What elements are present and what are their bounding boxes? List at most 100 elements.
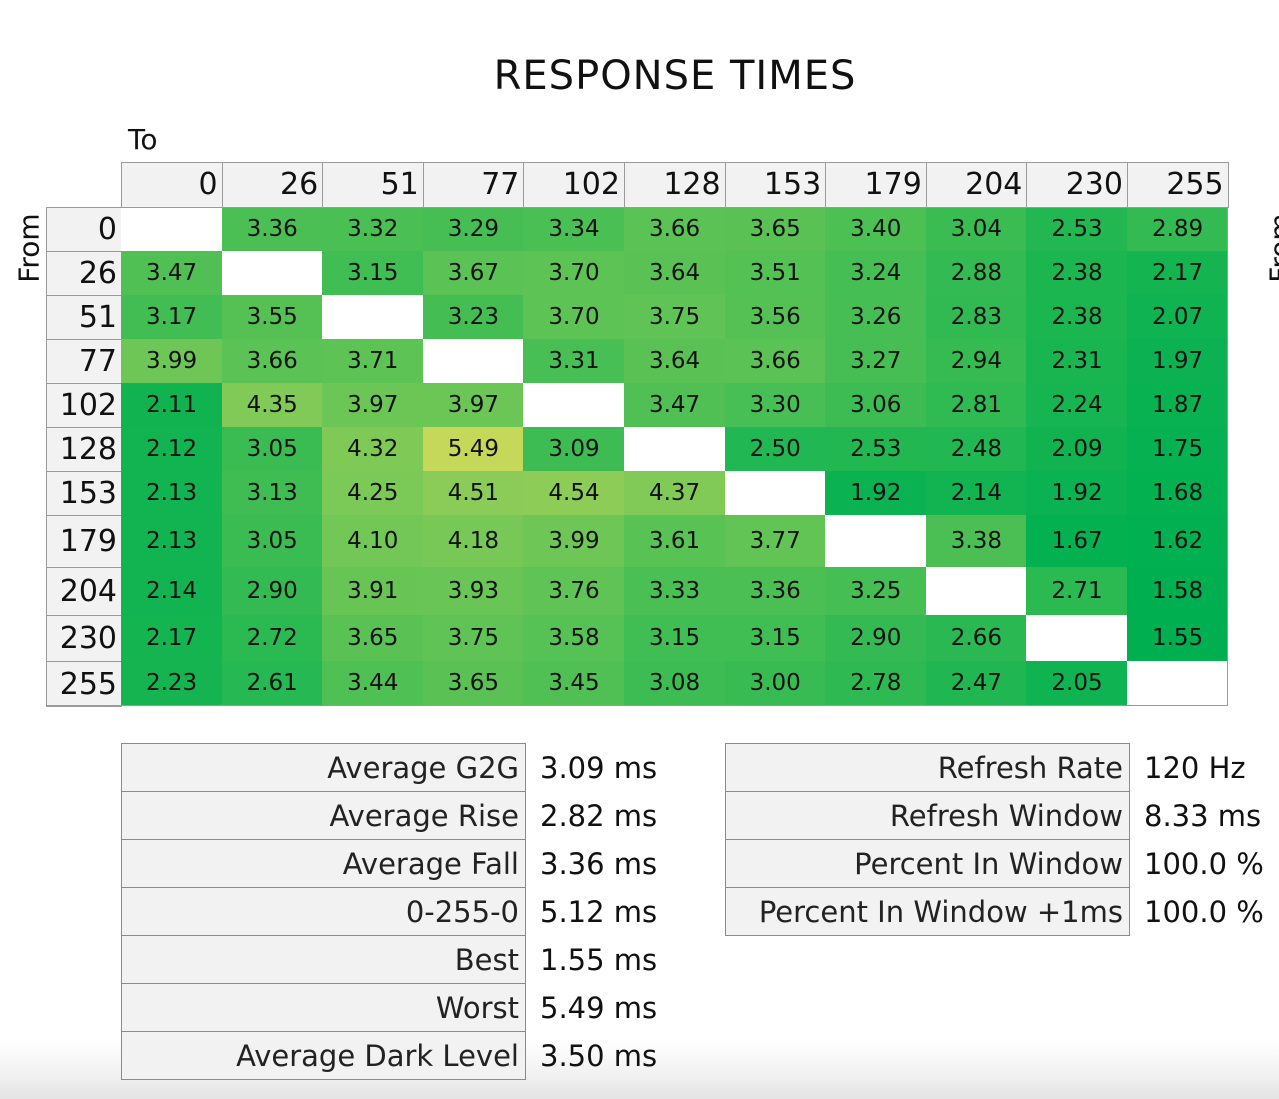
heatmap-cell: 3.05 <box>221 515 323 567</box>
row-header: 204 <box>46 567 122 616</box>
column-header: 230 <box>1026 162 1128 208</box>
chart-title: RESPONSE TIMES <box>493 53 857 99</box>
heatmap-cell: 3.64 <box>624 339 726 383</box>
heatmap-cell: 3.17 <box>121 295 223 339</box>
heatmap-cell: 3.91 <box>322 567 424 615</box>
heatmap-cell: 2.81 <box>925 383 1027 427</box>
row-header: 255 <box>46 661 122 707</box>
heatmap-cell: 2.61 <box>221 661 323 706</box>
column-header: 26 <box>221 162 324 208</box>
heatmap-cell: 1.58 <box>1127 567 1229 615</box>
heatmap-cell: 2.71 <box>1026 567 1128 615</box>
heatmap-cell: 3.75 <box>422 615 524 661</box>
heatmap-cell-empty <box>724 471 826 515</box>
heatmap-cell: 1.97 <box>1127 339 1229 383</box>
heatmap-cell: 3.65 <box>322 615 424 661</box>
heatmap-cell: 3.31 <box>523 339 625 383</box>
heatmap-cell-empty <box>624 427 726 471</box>
stat-row: Refresh Rate 120 Hz <box>725 743 1265 792</box>
heatmap-cell: 3.06 <box>825 383 927 427</box>
heatmap-cell: 2.17 <box>121 615 223 661</box>
stat-label: Average Rise <box>121 791 526 840</box>
column-header: 179 <box>825 162 927 208</box>
heatmap-cell: 3.15 <box>322 251 424 295</box>
heatmap-cell: 4.18 <box>422 515 524 567</box>
heatmap-cell: 2.53 <box>1026 207 1128 251</box>
heatmap-cell: 2.78 <box>825 661 927 706</box>
stat-value: 5.49 ms <box>540 990 658 1025</box>
stat-row: Worst 5.49 ms <box>121 983 658 1032</box>
heatmap-cell: 2.90 <box>825 615 927 661</box>
column-header: 102 <box>523 162 625 208</box>
heatmap-cell: 3.26 <box>825 295 927 339</box>
heatmap-cell: 2.83 <box>925 295 1027 339</box>
heatmap-cell: 2.38 <box>1026 251 1128 295</box>
stat-label: Percent In Window <box>725 839 1130 888</box>
heatmap-cell-empty <box>121 207 223 251</box>
heatmap-cell: 1.87 <box>1127 383 1229 427</box>
stat-value: 100.0 % <box>1144 894 1264 929</box>
stat-label: Average Dark Level <box>121 1031 526 1080</box>
heatmap-cell: 2.13 <box>121 471 223 515</box>
heatmap-cell: 3.64 <box>624 251 726 295</box>
heatmap-cell: 1.55 <box>1127 615 1229 661</box>
heatmap-cell: 2.47 <box>925 661 1027 706</box>
heatmap-cell: 2.89 <box>1127 207 1229 251</box>
heatmap-cell: 2.48 <box>925 427 1027 471</box>
heatmap-cell: 3.29 <box>422 207 524 251</box>
heatmap-cell: 2.66 <box>925 615 1027 661</box>
stat-value: 120 Hz <box>1144 750 1246 785</box>
heatmap-cell: 3.25 <box>825 567 927 615</box>
stat-row: 0-255-0 5.12 ms <box>121 887 658 936</box>
row-header: 102 <box>46 383 122 428</box>
row-header: 26 <box>46 251 122 296</box>
heatmap-cell: 3.47 <box>121 251 223 295</box>
heatmap-cell: 2.11 <box>121 383 223 427</box>
heatmap-cell-empty <box>221 251 323 295</box>
stat-value: 100.0 % <box>1144 846 1264 881</box>
column-header: 153 <box>724 162 827 208</box>
heatmap-cell: 3.66 <box>624 207 726 251</box>
heatmap-cell-empty <box>1026 615 1128 661</box>
heatmap-cell: 3.32 <box>322 207 424 251</box>
heatmap-cell: 3.56 <box>724 295 826 339</box>
heatmap-cell: 3.45 <box>523 661 625 706</box>
heatmap-cell: 3.33 <box>624 567 726 615</box>
heatmap-cell: 3.99 <box>523 515 625 567</box>
heatmap-cell: 3.99 <box>121 339 223 383</box>
row-header: 0 <box>46 207 122 252</box>
heatmap: 0 26 51 77 102 128 153 179 204 230 255 0 26 51 77 102 12… <box>46 162 1229 707</box>
heatmap-cell: 3.40 <box>825 207 927 251</box>
heatmap-cell: 2.94 <box>925 339 1027 383</box>
heatmap-cell: 3.00 <box>724 661 826 706</box>
stat-row: Average Dark Level 3.50 ms <box>121 1031 658 1080</box>
column-header: 128 <box>624 162 726 208</box>
stats-table-left: Average G2G 3.09 ms Average Rise 2.82 ms A… <box>121 743 658 1080</box>
heatmap-cell: 3.66 <box>724 339 826 383</box>
stat-label: 0-255-0 <box>121 887 526 936</box>
heatmap-cell: 4.10 <box>322 515 424 567</box>
heatmap-cell: 3.36 <box>221 207 323 251</box>
heatmap-cell: 2.88 <box>925 251 1027 295</box>
heatmap-cell: 4.32 <box>322 427 424 471</box>
heatmap-cell: 4.51 <box>422 471 524 515</box>
heatmap-cell: 1.62 <box>1127 515 1229 567</box>
x-axis-label: To <box>128 123 158 156</box>
heatmap-cell: 3.55 <box>221 295 323 339</box>
heatmap-cell: 2.38 <box>1026 295 1128 339</box>
heatmap-cell: 2.07 <box>1127 295 1229 339</box>
heatmap-cell-empty <box>925 567 1027 615</box>
row-header: 179 <box>46 515 122 568</box>
row-header: 128 <box>46 427 122 472</box>
heatmap-cell: 2.53 <box>825 427 927 471</box>
stat-value: 8.33 ms <box>1144 798 1262 833</box>
heatmap-cell: 3.15 <box>624 615 726 661</box>
heatmap-cell: 3.66 <box>221 339 323 383</box>
heatmap-cell: 3.09 <box>523 427 625 471</box>
column-header: 51 <box>322 162 424 208</box>
heatmap-cell: 1.67 <box>1026 515 1128 567</box>
heatmap-cell: 2.90 <box>221 567 323 615</box>
row-header: 230 <box>46 615 122 662</box>
stat-row: Average G2G 3.09 ms <box>121 743 658 792</box>
heatmap-cell: 2.14 <box>121 567 223 615</box>
